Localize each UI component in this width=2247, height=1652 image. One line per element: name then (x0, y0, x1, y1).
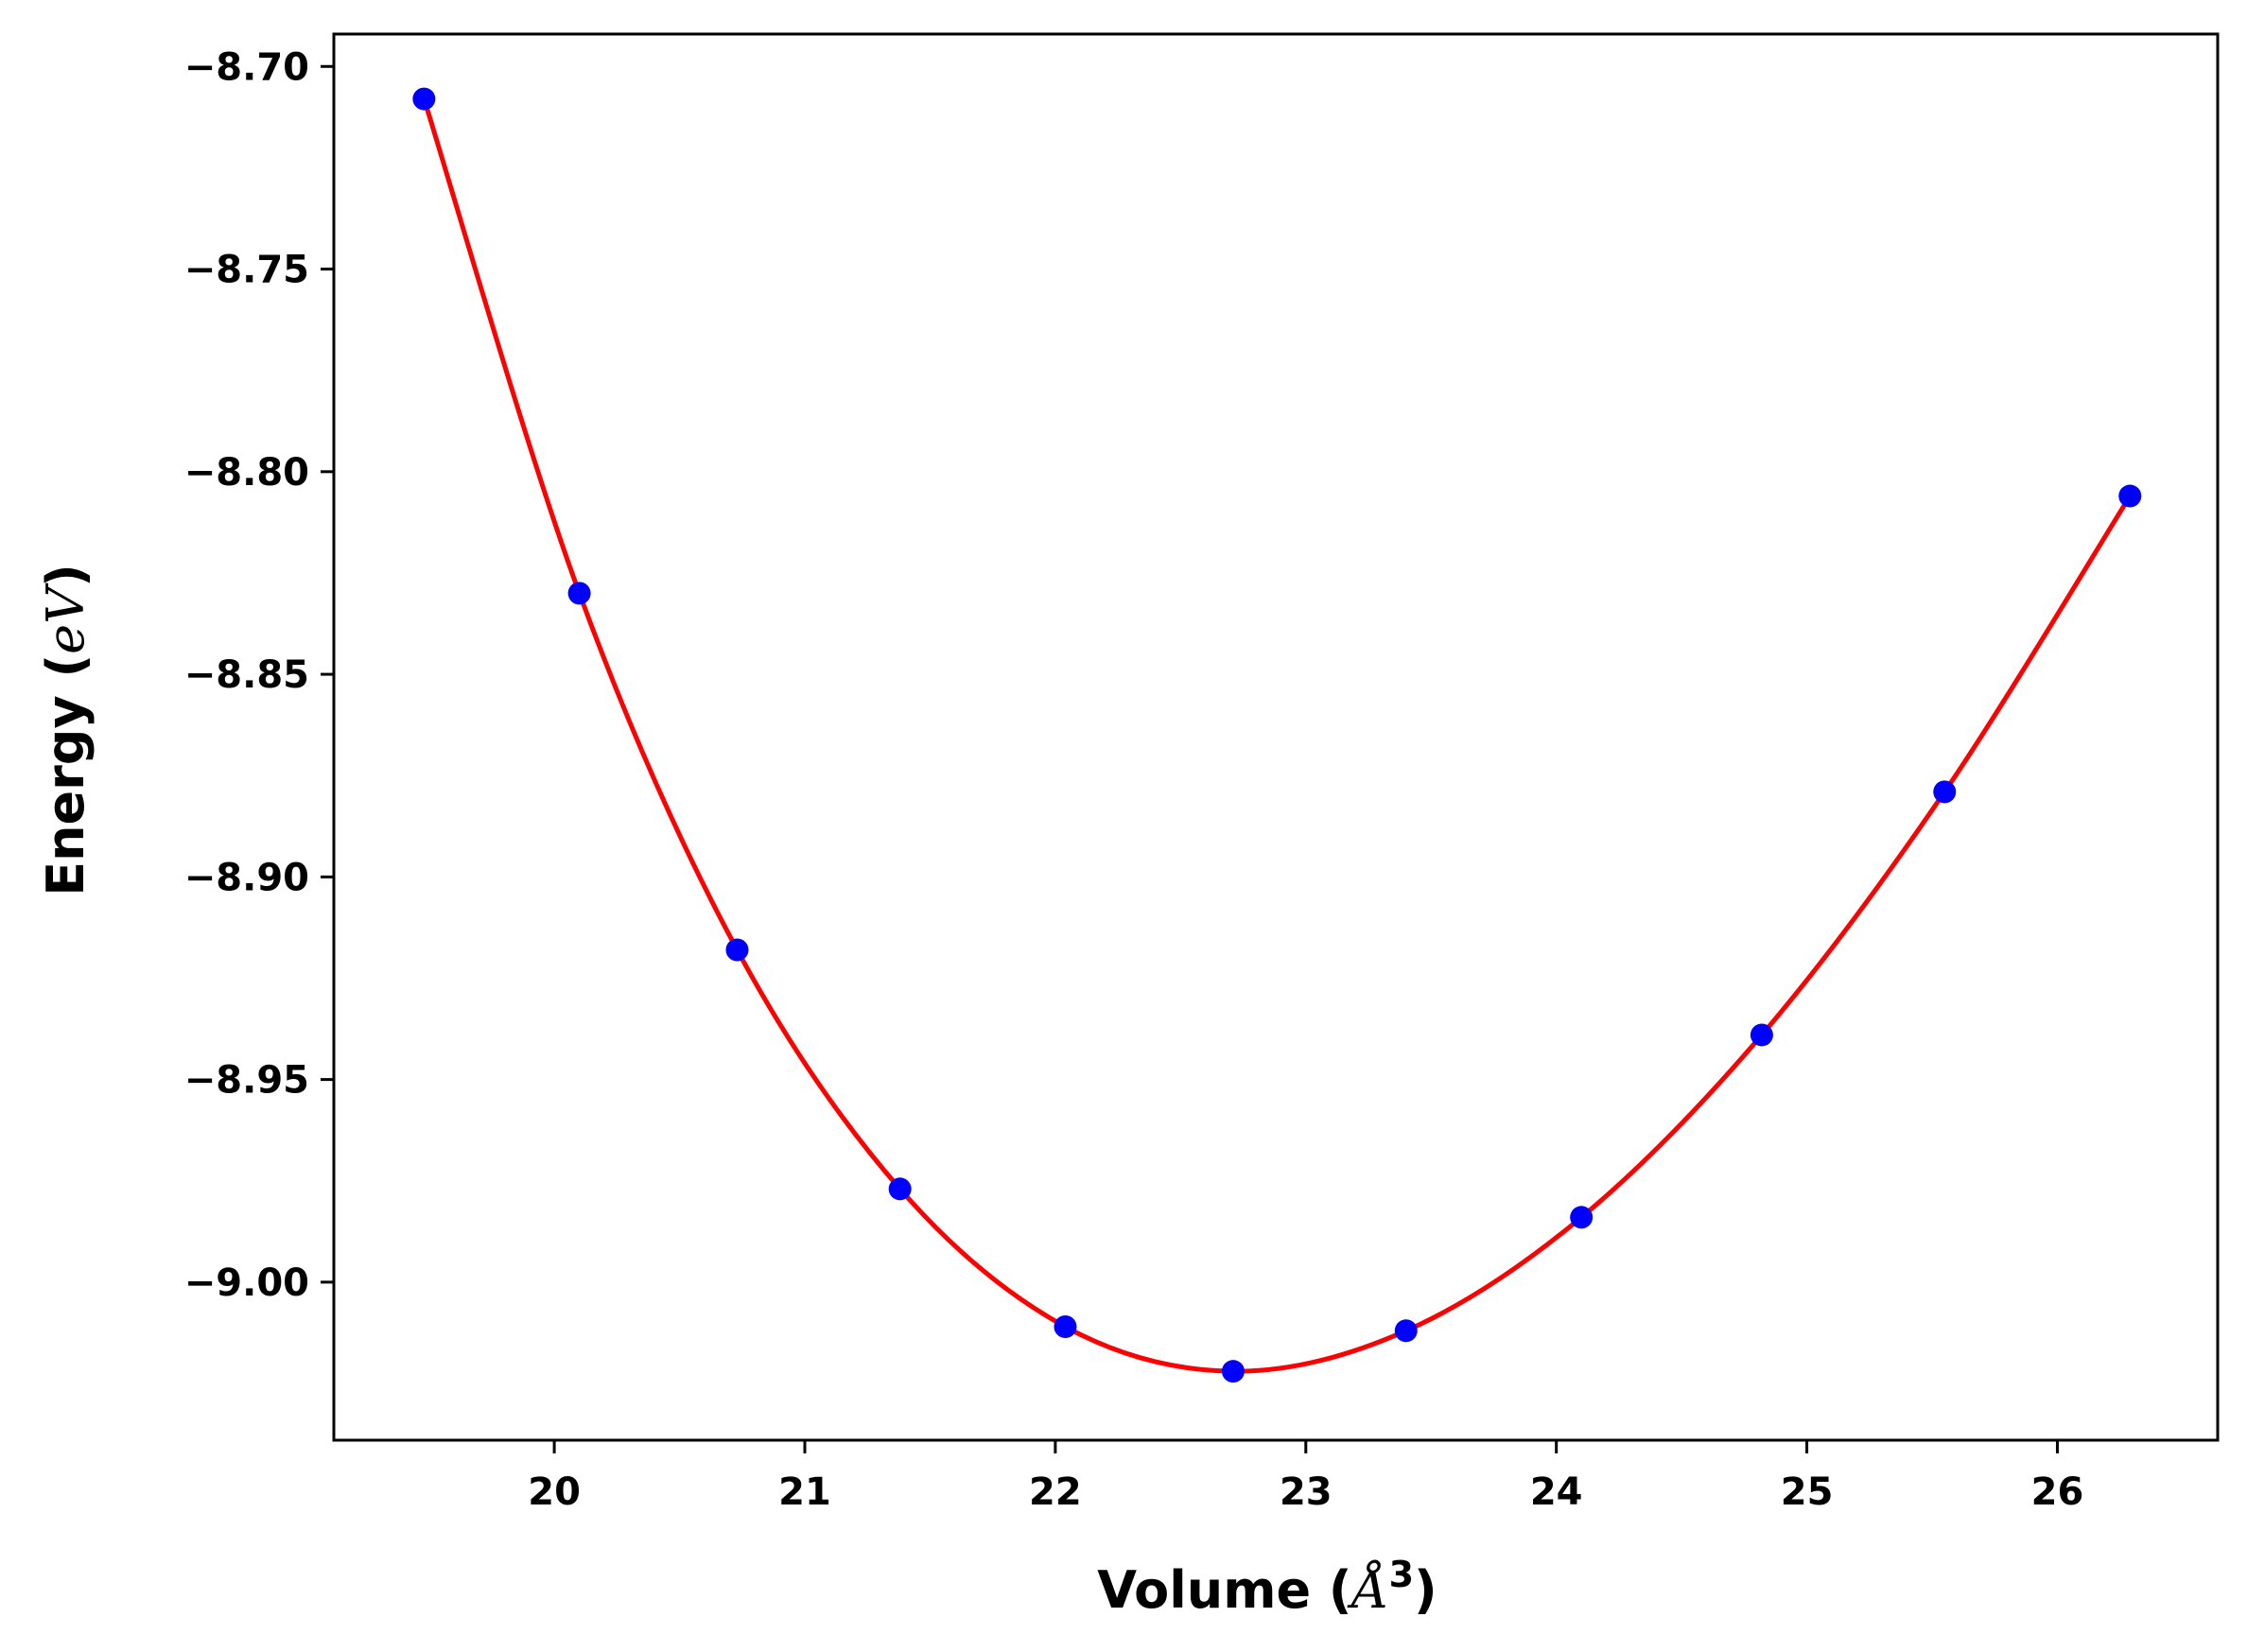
x-axis-unit-exponent: 3 (1389, 1554, 1414, 1595)
y-axis-unit: eV (36, 583, 96, 654)
x-axis-label-close: ) (1414, 1560, 1437, 1620)
x-tick-label: 21 (778, 1470, 831, 1514)
y-axis-label-text: Energy ( (36, 654, 96, 896)
y-tick-label: −9.00 (184, 1261, 309, 1305)
y-tick-label: −8.85 (184, 653, 309, 697)
data-point (1394, 1319, 1418, 1343)
data-point (1221, 1360, 1245, 1383)
y-tick-label: −8.80 (184, 451, 309, 495)
data-point (412, 87, 436, 111)
x-axis-label-text: Volume ( (1097, 1560, 1351, 1620)
x-tick-label: 20 (528, 1470, 581, 1514)
x-axis-label: Volume (Å3) (1097, 1554, 1437, 1620)
y-tick-label: −8.75 (184, 249, 309, 292)
plot-frame (332, 32, 2220, 1442)
data-point (725, 938, 749, 962)
data-point (567, 582, 591, 605)
fit-curve-layer (421, 97, 2133, 1374)
x-tick-label: 26 (2031, 1470, 2084, 1514)
y-ticks: −8.70 −8.75 −8.80 −8.85 −8.90 −8.95 −9.00 (184, 45, 334, 1305)
y-tick-label: −8.95 (184, 1059, 309, 1103)
data-point (1570, 1206, 1594, 1229)
x-tick-label: 22 (1029, 1470, 1082, 1514)
data-point (2118, 484, 2142, 508)
x-tick-label: 23 (1280, 1470, 1333, 1514)
x-axis-unit: Å (1347, 1558, 1389, 1620)
data-point (1933, 780, 1957, 804)
y-tick-label: −8.90 (184, 856, 309, 899)
data-point (1054, 1315, 1077, 1339)
data-points-layer (412, 87, 2142, 1383)
data-point (888, 1177, 912, 1201)
x-tick-label: 25 (1781, 1470, 1834, 1514)
fit-curve-line (421, 97, 2133, 1374)
y-tick-label: −8.70 (184, 45, 309, 89)
data-point (1750, 1023, 1773, 1047)
y-axis-label-close: ) (36, 564, 96, 587)
x-ticks: 20 21 22 23 24 25 26 (528, 1440, 2083, 1514)
y-axis-label: Energy (eV) (36, 564, 96, 896)
x-tick-label: 24 (1530, 1470, 1583, 1514)
